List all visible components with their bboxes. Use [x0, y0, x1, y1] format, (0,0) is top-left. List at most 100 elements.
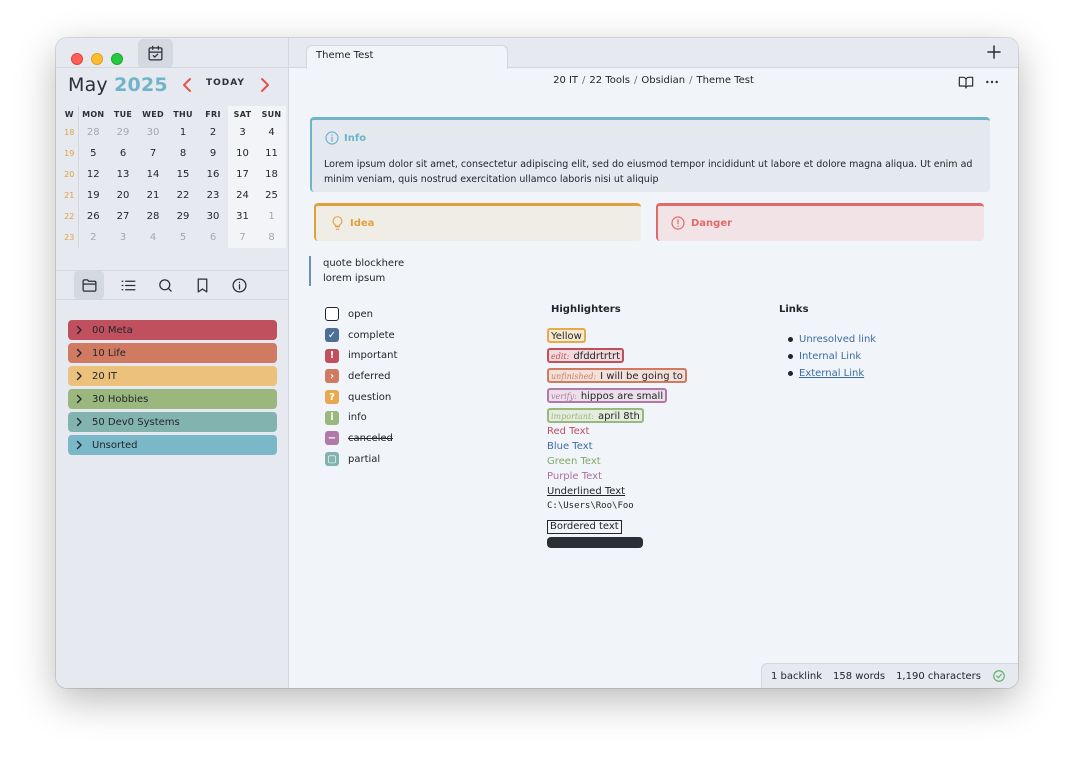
link-item[interactable]: Unresolved link — [788, 331, 876, 348]
weekday-header: TUE — [113, 109, 133, 119]
calendar-day[interactable]: 7 — [149, 148, 157, 159]
sync-check-icon[interactable] — [992, 669, 1006, 683]
breadcrumb-item[interactable]: Obsidian — [641, 75, 686, 86]
tab-outline[interactable] — [113, 271, 143, 299]
calendar-view-button[interactable] — [138, 39, 173, 68]
week-number[interactable]: 21 — [61, 185, 79, 206]
folder-item[interactable]: 10 Life — [68, 343, 277, 363]
tab-theme-test[interactable]: Theme Test — [306, 45, 508, 69]
folder-label: 10 Life — [92, 347, 126, 359]
calendar-day[interactable]: 25 — [257, 185, 286, 206]
calendar-day[interactable]: 19 — [86, 190, 100, 201]
link-item[interactable]: External Link — [788, 365, 876, 382]
zoom-window-button[interactable] — [111, 53, 123, 65]
calendar-day[interactable]: 29 — [116, 127, 130, 138]
week-number[interactable]: 23 — [61, 227, 79, 248]
calendar-day[interactable]: 23 — [206, 190, 220, 201]
calendar-day[interactable]: 18 — [257, 164, 286, 185]
folder-item[interactable]: 50 Dev0 Systems — [68, 412, 277, 432]
calendar-day[interactable]: 15 — [176, 169, 190, 180]
calendar-day[interactable]: 16 — [206, 169, 220, 180]
tab-search[interactable] — [150, 271, 180, 299]
calendar-day[interactable]: 1 — [179, 127, 187, 138]
calendar-day[interactable]: 7 — [228, 227, 257, 248]
calendar-day[interactable]: 30 — [206, 211, 220, 222]
status-bar: 1 backlink 158 words 1,190 characters — [761, 663, 1018, 688]
calendar-day[interactable]: 22 — [176, 190, 190, 201]
calendar-day[interactable]: 5 — [90, 148, 97, 159]
task-checkbox-complete[interactable]: ✓ — [325, 328, 339, 343]
calendar-day[interactable]: 3 — [228, 122, 257, 143]
calendar-day[interactable]: 6 — [119, 148, 127, 159]
task-item: − canceled — [325, 428, 397, 449]
calendar-day[interactable]: 8 — [179, 148, 187, 159]
folder-item[interactable]: 00 Meta — [68, 320, 277, 340]
folder-item[interactable]: 30 Hobbies — [68, 389, 277, 409]
calendar-day[interactable]: 17 — [228, 164, 257, 185]
calendar-day[interactable]: 30 — [146, 127, 160, 138]
calendar-day[interactable]: 2 — [209, 127, 217, 138]
colored-text: Purple Text — [547, 471, 602, 482]
task-checkbox-question[interactable]: ? — [325, 390, 339, 405]
task-checkbox-canceled[interactable]: − — [325, 431, 339, 446]
calendar-day[interactable]: 9 — [209, 148, 217, 159]
plus-icon[interactable] — [986, 44, 1002, 60]
calendar-day[interactable]: 29 — [176, 211, 190, 222]
tab-info[interactable] — [224, 271, 254, 299]
calendar-day[interactable]: 5 — [179, 232, 187, 243]
calendar-day[interactable]: 27 — [116, 211, 130, 222]
calendar-day[interactable]: 21 — [146, 190, 160, 201]
close-window-button[interactable] — [71, 53, 83, 65]
task-item: ▢ partial — [325, 449, 397, 470]
task-checkbox-partial[interactable]: ▢ — [325, 452, 339, 467]
breadcrumb-item[interactable]: 22 Tools — [589, 75, 630, 86]
folder-item[interactable]: Unsorted — [68, 435, 277, 455]
calendar-day[interactable]: 28 — [86, 127, 100, 138]
calendar-day[interactable]: 20 — [116, 190, 130, 201]
week-number[interactable]: 18 — [61, 122, 79, 143]
task-checkbox-important[interactable]: ! — [325, 348, 339, 363]
backlink-count[interactable]: 1 backlink — [771, 670, 822, 682]
calendar-day[interactable]: 4 — [149, 232, 157, 243]
calendar-day[interactable]: 11 — [257, 143, 286, 164]
chevron-right-icon — [76, 325, 82, 335]
task-checkbox-deferred[interactable]: › — [325, 369, 339, 384]
calendar-day[interactable]: 8 — [257, 227, 286, 248]
calendar-day[interactable]: 28 — [146, 211, 160, 222]
calendar-day[interactable]: 12 — [86, 169, 100, 180]
calendar-day[interactable]: 14 — [146, 169, 160, 180]
chevron-left-icon[interactable] — [180, 76, 194, 94]
character-count: 1,190 characters — [896, 670, 981, 682]
minimize-window-button[interactable] — [91, 53, 103, 65]
week-number[interactable]: 20 — [61, 164, 79, 185]
breadcrumb-item[interactable]: 20 IT — [553, 75, 579, 86]
blockquote: quote blockhere lorem ipsum — [309, 256, 404, 286]
task-checkbox-open[interactable] — [325, 307, 339, 322]
calendar-day[interactable]: 3 — [119, 232, 127, 243]
calendar-day[interactable]: 2 — [90, 232, 97, 243]
calendar-day[interactable]: 31 — [228, 206, 257, 227]
calendar-day[interactable]: 4 — [257, 122, 286, 143]
reading-view-icon[interactable] — [958, 74, 974, 90]
task-list: open ✓ complete! important › deferred? questio… — [325, 304, 397, 470]
folder-item[interactable]: 20 IT — [68, 366, 277, 386]
spoiler-block[interactable] — [547, 537, 643, 548]
chevron-right-icon[interactable] — [258, 76, 272, 94]
callout-idea-label: Idea — [350, 217, 375, 229]
calendar-day[interactable]: 1 — [257, 206, 286, 227]
link-item[interactable]: Internal Link — [788, 348, 876, 365]
calendar-day[interactable]: 10 — [228, 143, 257, 164]
task-label: question — [348, 391, 392, 403]
calendar-today-button[interactable]: TODAY — [206, 78, 245, 88]
weekday-header: SUN — [257, 106, 286, 122]
calendar-day[interactable]: 26 — [86, 211, 100, 222]
task-checkbox-info[interactable]: i — [325, 410, 339, 425]
week-number[interactable]: 19 — [61, 143, 79, 164]
tab-files[interactable] — [74, 271, 104, 299]
calendar-day[interactable]: 24 — [228, 185, 257, 206]
calendar-day[interactable]: 13 — [116, 169, 130, 180]
tab-bookmarks[interactable] — [187, 271, 217, 299]
more-options-icon[interactable] — [984, 74, 1000, 90]
calendar-day[interactable]: 6 — [209, 232, 217, 243]
week-number[interactable]: 22 — [61, 206, 79, 227]
